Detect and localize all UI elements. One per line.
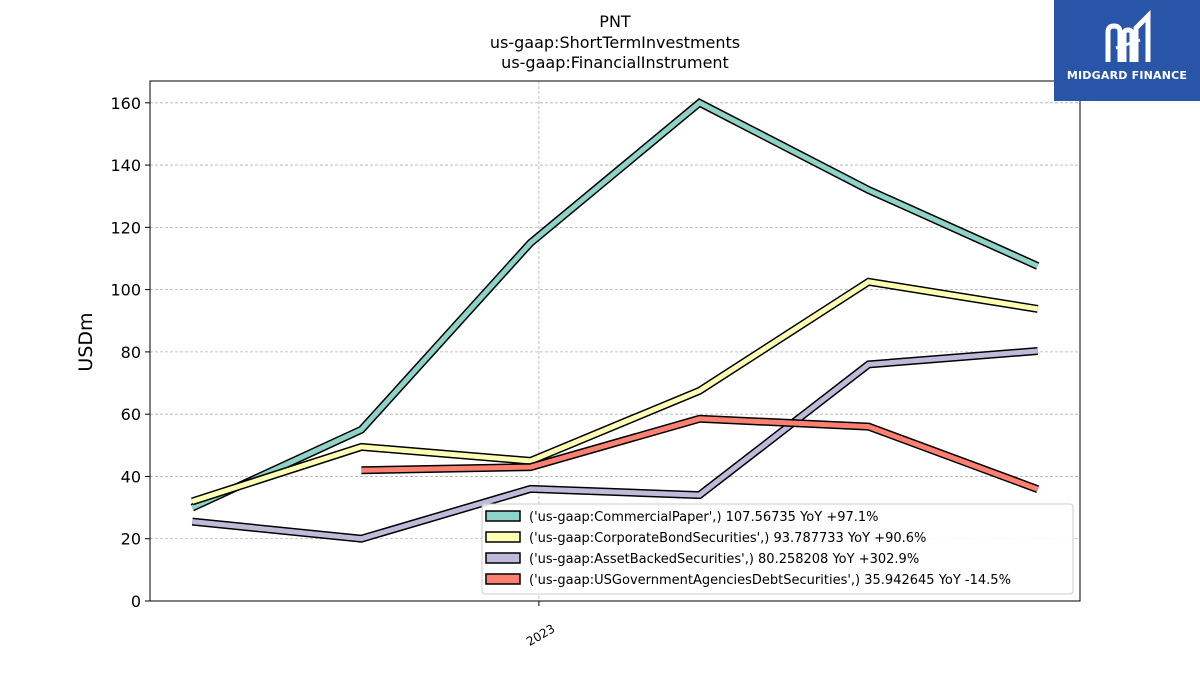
series-line-2 [192,348,1038,542]
legend-entry-label: ('us-gaap:USGovernmentAgenciesDebtSecuri… [529,573,1011,588]
legend-entry-label: ('us-gaap:AssetBackedSecurities',) 80.25… [529,552,919,567]
chart-subtitle-2: us-gaap:FinancialInstrument [501,53,729,72]
y-axis-ticks: 0 20 40 60 80 100 120 140 160 [110,94,150,611]
y-tick-label: 20 [121,530,141,549]
series-line-outline-1 [191,277,1039,506]
legend-entry-label: ('us-gaap:CorporateBondSecurities',) 93.… [529,531,926,546]
series-lines [190,98,1040,543]
y-axis-label: USDm [75,312,97,371]
y-tick-label: 120 [110,218,141,237]
legend-swatch [485,552,521,564]
chart-subtitle-1: us-gaap:ShortTermInvestments [490,33,740,52]
y-tick-label: 60 [121,405,141,424]
legend-swatch [485,531,521,543]
plot-area-frame [149,80,1081,602]
y-tick-label: 100 [110,281,141,300]
logo-text: MIDGARD FINANCE [1066,69,1188,82]
grid-lines [150,81,1080,602]
series-line-3 [361,416,1039,492]
y-tick-label: 0 [131,592,141,611]
midgard-m-logo-icon [1105,10,1151,62]
y-tick-label: 40 [121,467,141,486]
legend-swatch [485,510,521,522]
series-line-0 [191,99,1039,510]
chart-title: PNT [599,12,631,31]
legend: ('us-gaap:CommercialPaper',) 107.56735 Y… [481,503,1074,595]
x-tick-label: 2023 [524,621,557,648]
legend-box [481,503,1074,595]
y-tick-label: 140 [110,156,141,175]
x-axis-ticks: 2023 [524,601,557,649]
legend-entry-label: ('us-gaap:CommercialPaper',) 107.56735 Y… [529,510,879,525]
y-tick-label: 160 [110,94,141,113]
midgard-finance-logo: MIDGARD FINANCE [1054,0,1200,101]
legend-swatch [485,573,521,585]
series-line-1 [191,279,1039,504]
y-tick-label: 80 [121,343,141,362]
